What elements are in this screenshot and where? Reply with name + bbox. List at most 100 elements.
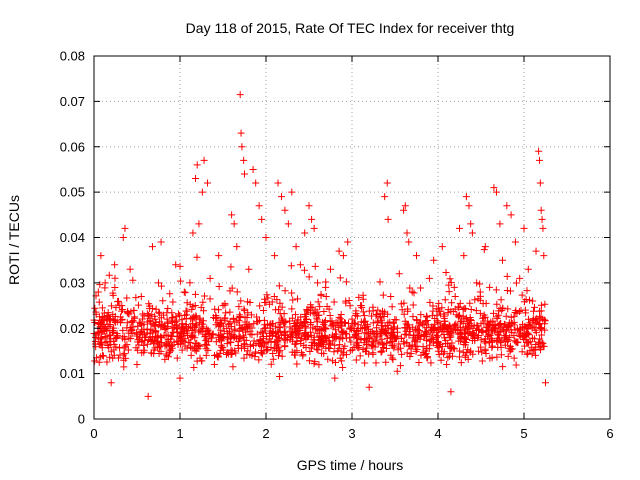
data-point xyxy=(463,336,471,344)
data-point xyxy=(407,350,415,358)
data-point xyxy=(503,327,511,335)
data-point xyxy=(147,349,155,357)
data-point xyxy=(322,283,330,291)
data-point xyxy=(91,318,99,326)
data-point xyxy=(311,262,319,270)
data-point xyxy=(466,299,474,307)
data-point xyxy=(236,91,244,99)
data-point xyxy=(382,358,390,366)
data-point xyxy=(477,336,485,344)
data-point xyxy=(217,326,225,334)
data-point xyxy=(460,252,468,260)
data-point xyxy=(280,335,288,343)
data-point xyxy=(155,279,162,287)
data-point xyxy=(455,303,463,311)
data-point xyxy=(193,253,201,261)
data-point xyxy=(417,284,425,292)
data-point xyxy=(134,346,142,354)
data-point xyxy=(314,336,322,344)
data-point xyxy=(336,354,344,362)
data-point xyxy=(464,329,472,337)
data-point xyxy=(432,334,440,342)
data-point xyxy=(327,265,334,273)
data-point xyxy=(301,329,309,337)
data-point xyxy=(231,347,239,355)
data-point xyxy=(405,321,413,329)
data-point xyxy=(234,338,242,346)
data-point xyxy=(202,351,210,359)
data-point xyxy=(288,331,296,339)
data-point xyxy=(255,202,263,210)
data-point xyxy=(131,314,139,322)
data-point xyxy=(318,318,326,326)
data-point xyxy=(92,333,100,341)
data-point xyxy=(395,270,403,278)
data-point xyxy=(406,284,414,292)
data-point xyxy=(443,361,451,369)
data-point xyxy=(537,301,545,309)
data-point xyxy=(491,320,499,328)
data-point xyxy=(541,320,549,328)
data-point xyxy=(275,282,283,290)
data-point xyxy=(181,342,189,350)
data-point xyxy=(479,327,487,335)
data-point xyxy=(173,354,181,362)
data-point xyxy=(252,179,260,187)
data-point xyxy=(510,332,518,340)
data-point xyxy=(489,309,497,317)
data-point xyxy=(453,311,461,319)
data-point xyxy=(473,279,481,287)
data-point xyxy=(353,334,361,342)
data-point xyxy=(448,299,456,307)
data-point xyxy=(405,331,413,339)
data-point xyxy=(326,317,334,325)
data-point xyxy=(398,350,406,358)
data-point xyxy=(104,309,112,317)
data-point xyxy=(393,328,401,336)
data-point xyxy=(466,316,474,324)
data-point xyxy=(376,310,384,318)
data-point xyxy=(211,305,219,313)
data-point xyxy=(321,333,329,341)
data-point xyxy=(314,346,322,354)
y-tick-label: 0.02 xyxy=(60,321,85,336)
data-point xyxy=(196,342,204,350)
data-point xyxy=(346,324,354,332)
data-point xyxy=(219,302,227,310)
data-point xyxy=(502,332,510,340)
data-point xyxy=(240,156,248,164)
data-point xyxy=(135,341,143,349)
data-point xyxy=(269,320,277,328)
data-point xyxy=(209,330,217,338)
data-point xyxy=(436,340,444,348)
data-point xyxy=(339,329,347,337)
data-point xyxy=(372,359,380,367)
data-point xyxy=(183,299,191,307)
data-point xyxy=(511,238,519,246)
data-point xyxy=(166,290,174,298)
data-point xyxy=(330,298,338,306)
data-point xyxy=(212,321,220,329)
data-point xyxy=(244,309,252,317)
data-point xyxy=(293,347,301,355)
data-point xyxy=(104,315,112,323)
data-point xyxy=(404,307,412,315)
data-point xyxy=(535,343,543,351)
data-point xyxy=(361,329,369,337)
data-point xyxy=(223,333,231,341)
data-point xyxy=(523,338,531,346)
data-point xyxy=(362,348,370,356)
data-point xyxy=(393,367,401,375)
data-point xyxy=(176,311,184,319)
data-point xyxy=(226,308,234,316)
data-point xyxy=(531,335,539,343)
data-point xyxy=(308,304,316,312)
data-point xyxy=(316,303,324,311)
data-point xyxy=(109,310,117,318)
data-point xyxy=(475,326,483,334)
data-point xyxy=(260,307,268,315)
data-point xyxy=(135,318,143,326)
data-point xyxy=(134,322,142,330)
data-point xyxy=(114,332,122,340)
data-point xyxy=(384,215,392,223)
